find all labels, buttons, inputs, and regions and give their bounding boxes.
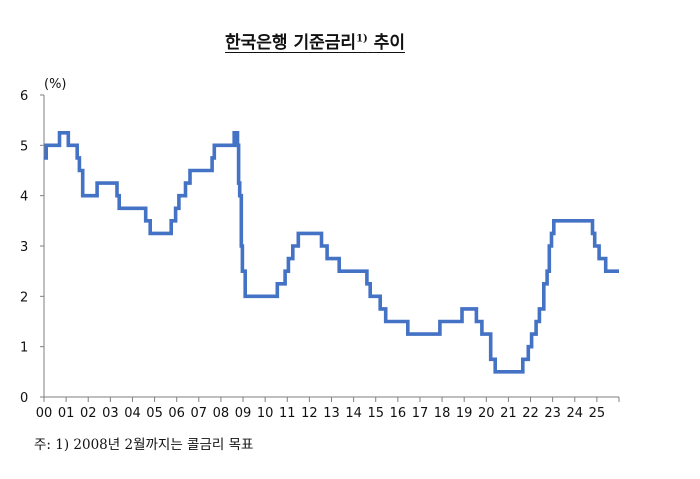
x-tick-label: 00 [36,406,53,421]
y-axis-unit-label: (%) [44,77,67,92]
x-tick-label: 23 [544,406,561,421]
x-tick-label: 21 [500,406,517,421]
x-tick-label: 14 [345,406,362,421]
chart-title: 한국은행 기준금리1) 추이 [0,28,630,53]
chart-title-main: 한국은행 기준금리 [225,33,357,53]
x-tick-label: 11 [279,406,296,421]
x-tick-label: 13 [323,406,340,421]
y-tick-labels: 0 1 2 3 4 5 6 [20,89,28,406]
footnote: 주: 1) 2008년 2월까지는 콜금리 목표 [34,437,254,453]
rate-line-series [44,131,619,374]
x-tick-label: 12 [301,406,318,421]
x-tick-label: 01 [58,406,75,421]
x-tick-label: 02 [80,406,97,421]
y-tick-label: 6 [20,89,28,104]
x-tick-label: 05 [146,406,163,421]
y-tick-label: 2 [20,290,28,305]
x-tick-label: 19 [456,406,473,421]
x-tick-label: 24 [566,406,583,421]
x-tick-label: 04 [124,406,141,421]
y-tick-label: 1 [20,341,28,356]
x-tick-label: 03 [102,406,119,421]
y-tick-label: 0 [20,391,28,406]
chart-title-suffix: 추이 [373,33,405,53]
chart-title-footnote-mark: 1) [356,33,368,45]
x-tick-labels: 00 01 02 03 04 05 06 07 08 09 10 11 12 13 14 15 16 17 18 19… [36,406,605,421]
x-tick-label: 08 [213,406,230,421]
x-tick-label: 15 [367,406,384,421]
y-tick-label: 3 [20,240,28,255]
x-tick-label: 16 [390,406,407,421]
x-tick-label: 18 [434,406,451,421]
x-tick-label: 22 [522,406,539,421]
y-tick-label: 5 [20,139,28,154]
y-tick-label: 4 [20,190,28,205]
x-tick-label: 25 [589,406,606,421]
x-tick-label: 10 [257,406,274,421]
x-tick-label: 09 [235,406,252,421]
axes [40,94,620,402]
x-tick-label: 17 [412,406,429,421]
x-tick-label: 07 [191,406,208,421]
x-tick-label: 20 [478,406,495,421]
x-tick-label: 06 [168,406,185,421]
